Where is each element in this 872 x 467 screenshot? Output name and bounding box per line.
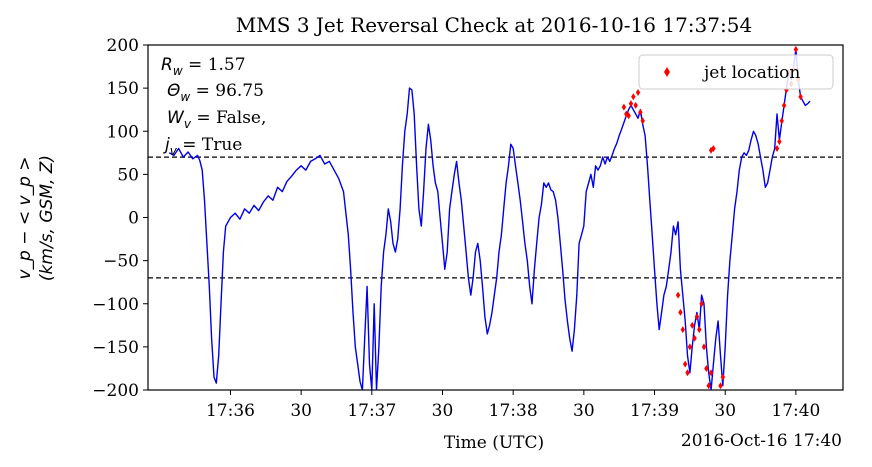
x-tick-label: 30	[290, 401, 312, 421]
jet-location-point	[635, 88, 641, 96]
y-tick-label: −150	[92, 338, 139, 358]
y-tick-label: −200	[92, 381, 139, 401]
jet-location-point	[774, 145, 780, 152]
annotation-line: jv = True	[163, 135, 242, 158]
annotation-line: Θw = 96.75	[167, 81, 264, 104]
jet-location-point	[793, 45, 799, 53]
jet-location-point	[687, 343, 693, 351]
y-tick-label: −100	[92, 295, 139, 315]
jet-location-point	[781, 101, 787, 109]
annotation-line: Wv = False,	[167, 108, 266, 131]
jet-location-point	[682, 360, 688, 368]
jet-location-point	[638, 108, 643, 116]
jet-location-point	[720, 373, 726, 381]
jet-location-point	[708, 369, 714, 377]
jet-location-point	[690, 321, 695, 329]
y-axis-label-line1: v_p − < v_p >	[15, 156, 35, 279]
x-tick-label: 30	[432, 401, 454, 421]
jet-location-point	[699, 300, 704, 308]
annotation-line: Rw = 1.57	[161, 55, 246, 78]
jet-location-point	[694, 313, 700, 321]
jet-location-point	[692, 334, 697, 342]
jet-location-point	[711, 145, 716, 152]
jet-location-point	[708, 146, 714, 154]
jet-location-point	[626, 112, 631, 120]
legend-label: jet location	[702, 63, 800, 83]
jet-location-point	[628, 100, 634, 108]
jet-location-point	[640, 117, 645, 125]
jet-location-point	[631, 93, 636, 101]
x-offset-label: 2016-Oct-16 17:40	[681, 431, 842, 451]
jet-location-series	[621, 45, 803, 390]
threshold-lines	[148, 156, 843, 279]
legend-marker-icon	[664, 67, 670, 77]
jet-location-point	[680, 326, 685, 334]
x-axis-label: Time (UTC)	[444, 433, 544, 453]
y-tick-label: 50	[117, 165, 139, 185]
x-tick-label: 30	[573, 401, 595, 421]
x-tick-label: 30	[714, 401, 736, 421]
y-axis: 200 150 100 50 0 −50 −100 −150 −200	[92, 36, 148, 401]
jet-location-point	[678, 308, 683, 316]
x-tick-label: 17:36	[206, 401, 255, 421]
chart-title: MMS 3 Jet Reversal Check at 2016-10-16 1…	[236, 13, 752, 37]
y-tick-label: 150	[107, 79, 139, 99]
y-tick-label: 100	[107, 122, 139, 142]
y-axis-label: v_p − < v_p > (km/s, GSM, Z)	[15, 155, 57, 281]
y-tick-label: −50	[103, 252, 139, 272]
y-axis-label-line2: (km/s, GSM, Z)	[37, 155, 57, 281]
velocity-line	[168, 48, 811, 390]
jet-location-point	[624, 110, 629, 118]
jet-location-point	[675, 291, 681, 299]
jet-location-point	[706, 382, 711, 390]
x-tick-label: 17:37	[347, 401, 396, 421]
y-tick-label: 200	[107, 36, 139, 56]
x-tick-label: 17:38	[489, 401, 538, 421]
jet-location-point	[704, 364, 709, 372]
jet-location-point	[777, 138, 782, 146]
jet-location-point	[701, 343, 707, 351]
jet-location-point	[779, 117, 784, 125]
y-tick-label: 0	[128, 209, 139, 229]
x-axis: 17:36 30 17:37 30 17:38 30 17:39 30 17:40	[206, 390, 820, 421]
jet-location-point	[798, 93, 803, 101]
jet-location-point	[685, 369, 690, 377]
jet-location-point	[621, 103, 627, 111]
jet-location-point	[633, 101, 638, 109]
jet-location-point	[718, 382, 723, 390]
jet-location-point	[697, 326, 702, 334]
x-tick-label: 17:39	[630, 401, 679, 421]
legend: jet location	[638, 54, 834, 90]
velocity-series	[168, 48, 811, 390]
x-tick-label: 17:40	[771, 401, 820, 421]
stats-annotation: Rw = 1.57 Θw = 96.75 Wv = False, jv = True	[161, 55, 266, 158]
